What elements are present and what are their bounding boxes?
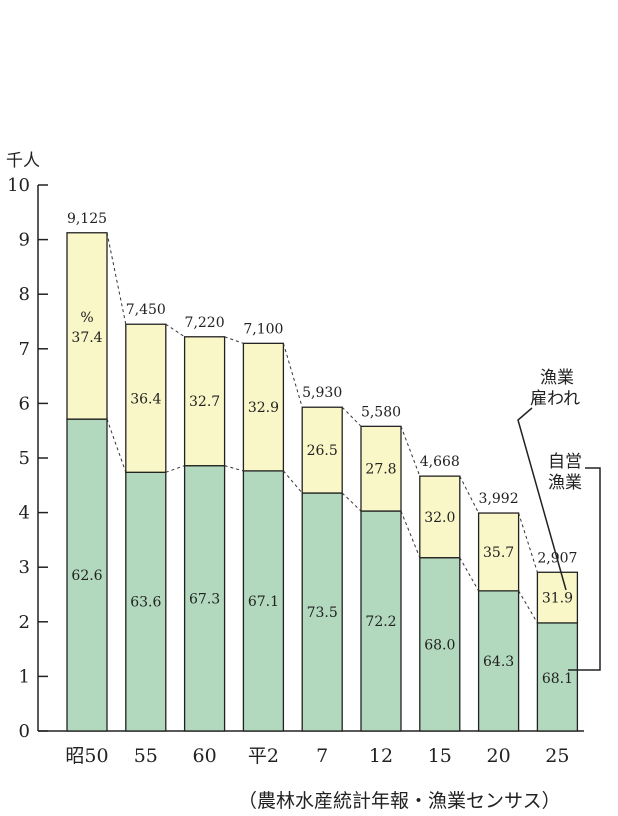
bar-self-employed — [536, 622, 579, 732]
bar-self-employed — [419, 557, 461, 732]
y-tick-label: 0 — [19, 721, 30, 742]
legend-self-line2: 漁業 — [548, 473, 582, 493]
x-tick-label: 55 — [134, 745, 158, 767]
bar-self-employed — [242, 470, 285, 732]
bar-hired — [242, 342, 285, 472]
bar-hired — [66, 232, 108, 420]
self-percent-label: 68.1 — [542, 671, 573, 687]
total-label: 7,220 — [185, 315, 225, 331]
bar-self-employed — [360, 510, 402, 732]
bar-self-employed — [477, 590, 520, 732]
hired-percent-label: 32.9 — [248, 400, 279, 416]
connector-lines — [106, 232, 538, 624]
connector-split — [283, 470, 303, 494]
connector-total — [459, 475, 480, 514]
hired-percent-label: 37.4 — [71, 330, 102, 346]
y-tick-label: 2 — [19, 612, 30, 633]
connector-total — [282, 343, 303, 408]
connector-total — [341, 406, 362, 427]
legend-self-bracket — [568, 467, 601, 671]
bar-hired — [360, 425, 402, 512]
connector-total — [165, 323, 185, 338]
connector-total — [224, 336, 244, 344]
bar-self-employed — [301, 492, 343, 732]
x-tick-label: 平2 — [248, 745, 279, 767]
bar-hired — [419, 475, 461, 559]
y-tick-label: 6 — [19, 393, 30, 414]
self-percent-label: 63.6 — [130, 595, 161, 611]
hired-percent-label: 26.5 — [307, 443, 338, 459]
total-label: 5,930 — [302, 385, 342, 401]
hired-percent-label: 35.7 — [483, 545, 514, 561]
self-percent-label: 67.1 — [248, 594, 279, 610]
x-tick-label: 7 — [316, 745, 328, 767]
bar-hired — [301, 406, 343, 494]
connector-split — [518, 590, 538, 624]
y-tick-label: 1 — [19, 666, 30, 687]
bar-self-employed — [183, 465, 226, 732]
source-note: （農林水産統計年報・漁業センサス） — [238, 790, 561, 812]
self-percent-label: 67.3 — [189, 591, 220, 607]
bars — [66, 232, 579, 732]
legend-hired-leader — [517, 407, 567, 591]
y-tick-label: 9 — [19, 230, 30, 251]
self-percent-label: 62.6 — [71, 568, 102, 584]
y-axis-unit: 千人 — [6, 151, 40, 171]
total-label: 7,100 — [243, 321, 283, 337]
y-tick-label: 3 — [19, 557, 30, 578]
total-label: 3,992 — [479, 491, 519, 507]
bar-hired — [536, 571, 579, 624]
connector-total — [400, 426, 421, 477]
hired-percent-label: 32.7 — [189, 394, 220, 410]
y-tick-label: 5 — [19, 448, 30, 469]
x-tick-label: 60 — [193, 745, 217, 767]
hired-percent-label: 27.8 — [365, 462, 396, 478]
x-tick-label: 昭50 — [65, 745, 108, 767]
legend-hired-line1: 漁業 — [540, 368, 574, 388]
legend-self-line1: 自営 — [548, 452, 582, 472]
bar-hired — [477, 512, 520, 592]
data-labels: 昭50 9,125 37.4 62.6% 55 7,450 36.4 63.6 60 7,220 3… — [65, 211, 577, 767]
connector-split — [400, 510, 421, 558]
bar-hired — [125, 323, 167, 473]
legend: 漁業 雇われ 自営 漁業 — [517, 368, 601, 671]
hired-percent-label: 32.0 — [424, 510, 455, 526]
total-label: 4,668 — [420, 454, 460, 470]
connector-split — [224, 465, 244, 472]
total-label: 5,580 — [361, 404, 401, 420]
connector-split — [165, 465, 185, 473]
connector-total — [518, 512, 538, 573]
y-tick-label: 8 — [19, 284, 30, 305]
x-tick-label: 15 — [428, 745, 452, 767]
x-tick-label: 20 — [487, 745, 511, 767]
total-label: 9,125 — [67, 211, 107, 227]
bar-hired — [183, 336, 226, 467]
hired-percent-label: 31.9 — [542, 591, 573, 607]
self-percent-label: 68.0 — [424, 637, 455, 653]
self-percent-label: 64.3 — [483, 654, 514, 670]
percent-sign: % — [80, 310, 93, 326]
connector-split — [459, 557, 480, 592]
y-tick-label: 7 — [19, 339, 30, 360]
connector-total — [106, 232, 127, 325]
x-tick-label: 12 — [369, 745, 393, 767]
connector-split — [106, 418, 127, 473]
legend-hired-line2: 雇われ — [530, 389, 580, 409]
x-tick-label: 25 — [545, 745, 569, 767]
self-percent-label: 73.5 — [307, 605, 338, 621]
connector-split — [341, 492, 362, 512]
hired-percent-label: 36.4 — [130, 391, 161, 407]
y-tick-label: 4 — [19, 503, 30, 524]
y-tick-label: 10 — [7, 175, 30, 196]
self-percent-label: 72.2 — [365, 614, 396, 630]
total-label: 7,450 — [126, 302, 166, 318]
